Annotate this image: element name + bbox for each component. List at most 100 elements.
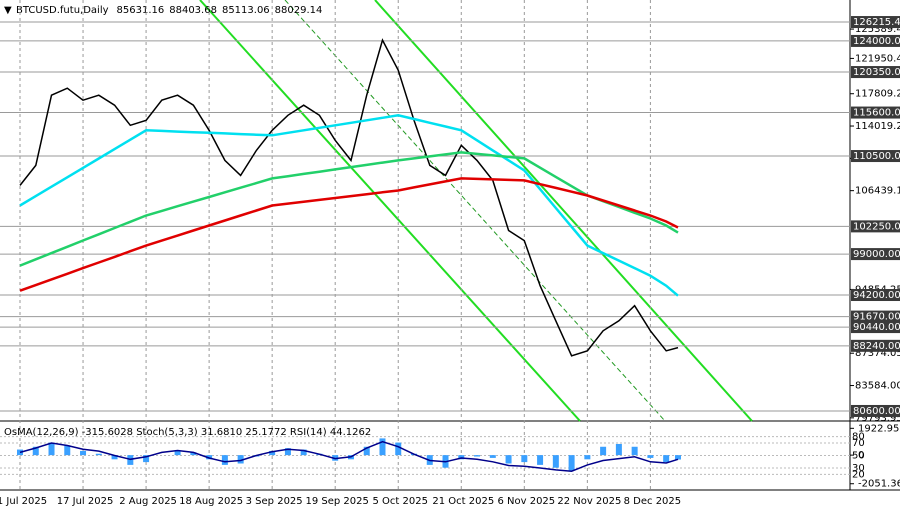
moving-average bbox=[19, 151, 679, 267]
osma-bar bbox=[379, 438, 386, 456]
collapse-icon: ▼ bbox=[4, 5, 12, 16]
osma-bar bbox=[521, 455, 528, 463]
osma-bar bbox=[32, 446, 39, 456]
y-tick-label: 87374.05 bbox=[855, 348, 900, 359]
level-label-box bbox=[851, 220, 900, 233]
y-tick-label: 83584.00 bbox=[855, 381, 900, 392]
rsi-tick-label: 50 bbox=[852, 451, 865, 462]
osma-bar bbox=[631, 446, 638, 456]
osma-bar bbox=[505, 455, 512, 464]
y-tick-label: 79793.95 bbox=[855, 413, 900, 424]
level-label: 99000.00 bbox=[853, 249, 900, 260]
level-label-box bbox=[851, 289, 900, 302]
level-label: 120350.00 bbox=[853, 67, 900, 78]
osma-bar bbox=[190, 452, 197, 456]
moving-average bbox=[19, 177, 679, 292]
osma-bar bbox=[674, 455, 681, 460]
level-label-box bbox=[851, 404, 900, 417]
osma-bar bbox=[95, 453, 102, 456]
ohlc-value: 85631.16 bbox=[117, 5, 165, 16]
osma-tick-label: 1922.9504 bbox=[858, 423, 900, 434]
osma-bar bbox=[174, 450, 181, 456]
osma-bar bbox=[537, 455, 544, 465]
level-label: 88240.00 bbox=[853, 341, 900, 352]
header: ▼ BTCUSD.futu,Daily bbox=[4, 5, 109, 16]
rsi-tick-label: 30 bbox=[852, 463, 865, 474]
level-label-box bbox=[851, 66, 900, 79]
level-label-box bbox=[851, 310, 900, 323]
level-label: 115600.00 bbox=[853, 108, 900, 119]
osma-bar bbox=[221, 455, 228, 465]
osma-bar bbox=[489, 455, 496, 458]
trend-channel bbox=[199, 0, 753, 422]
osma-bar bbox=[48, 442, 55, 456]
channel-line bbox=[374, 0, 753, 422]
y-tick-label: 106439.15 bbox=[855, 186, 900, 197]
ohlc-value: 85113.06 bbox=[222, 5, 270, 16]
y-tick-label: 121950.45 bbox=[855, 53, 900, 64]
indicator-title: OsMA(12,26,9) -315.6028 Stoch(5,3,3) 31.… bbox=[4, 427, 371, 438]
osma-bar bbox=[615, 443, 622, 456]
osma-bar bbox=[600, 446, 607, 456]
osma-bar bbox=[568, 455, 575, 471]
ohlc-value: 88403.68 bbox=[169, 5, 217, 16]
level-label: 80600.00 bbox=[853, 406, 900, 417]
x-tick-label: 5 Oct 2025 bbox=[373, 496, 428, 507]
level-label: 102250.00 bbox=[853, 221, 900, 232]
osma-bar bbox=[552, 455, 559, 468]
osma-tick-label: 0 bbox=[858, 450, 864, 461]
x-tick-label: 17 Jul 2025 bbox=[57, 496, 114, 507]
x-tick-label: 3 Sep 2025 bbox=[246, 496, 303, 507]
x-tick-label: 8 Dec 2025 bbox=[624, 496, 682, 507]
osma-bar bbox=[363, 446, 370, 456]
level-label: 91670.00 bbox=[853, 312, 900, 323]
osma-bar bbox=[395, 442, 402, 456]
y-tick-label: 125389.40 bbox=[855, 24, 900, 35]
y-tick-label: 114019.25 bbox=[855, 121, 900, 132]
level-label-box bbox=[851, 248, 900, 261]
osma-bar bbox=[474, 455, 481, 457]
osma-bar bbox=[584, 455, 591, 460]
y-tick-label: 117809.20 bbox=[855, 89, 900, 100]
rsi-line bbox=[19, 440, 679, 472]
level-label-box bbox=[851, 150, 900, 163]
x-tick-label: 2 Aug 2025 bbox=[119, 496, 177, 507]
x-tick-label: 6 Nov 2025 bbox=[497, 496, 555, 507]
channel-mid-line bbox=[284, 0, 666, 422]
level-label-box bbox=[851, 106, 900, 119]
osma-bar bbox=[237, 455, 244, 464]
level-label-box bbox=[851, 16, 900, 29]
x-tick-label: 22 Nov 2025 bbox=[557, 496, 621, 507]
osma-bar bbox=[300, 449, 307, 456]
channel-line bbox=[199, 0, 581, 422]
level-label: 126215.40 bbox=[853, 17, 900, 28]
x-tick-label: 1 Jul 2025 bbox=[0, 496, 47, 507]
osma-tick-label: -2051.3672 bbox=[858, 479, 900, 490]
price-line bbox=[19, 38, 679, 357]
moving-average bbox=[19, 114, 679, 297]
x-tick-label: 18 Aug 2025 bbox=[179, 496, 243, 507]
osma-bar bbox=[80, 450, 87, 456]
osma-bar bbox=[143, 455, 150, 463]
x-tick-label: 21 Oct 2025 bbox=[432, 496, 494, 507]
osma-bar bbox=[64, 445, 71, 456]
chart-title: BTCUSD.futu,Daily bbox=[16, 5, 109, 16]
level-label-box bbox=[851, 339, 900, 352]
x-tick-label: 19 Sep 2025 bbox=[306, 496, 369, 507]
level-label-box bbox=[851, 34, 900, 47]
ohlc-value: 88029.14 bbox=[275, 5, 323, 16]
level-label-box bbox=[851, 321, 900, 334]
level-label: 124000.00 bbox=[853, 36, 900, 47]
osma-bar bbox=[663, 455, 670, 463]
level-label: 94200.00 bbox=[853, 290, 900, 301]
level-label: 110500.00 bbox=[853, 151, 900, 162]
osma-bar bbox=[284, 448, 291, 456]
rsi-tick-label: 80 bbox=[852, 432, 865, 443]
level-label: 90440.00 bbox=[853, 322, 900, 333]
osma-bar bbox=[458, 455, 465, 460]
osma-bar bbox=[269, 450, 276, 456]
rsi-tick-label: 20 bbox=[852, 469, 865, 480]
osma-bar bbox=[111, 455, 118, 460]
rsi-tick-label: 70 bbox=[852, 438, 865, 449]
